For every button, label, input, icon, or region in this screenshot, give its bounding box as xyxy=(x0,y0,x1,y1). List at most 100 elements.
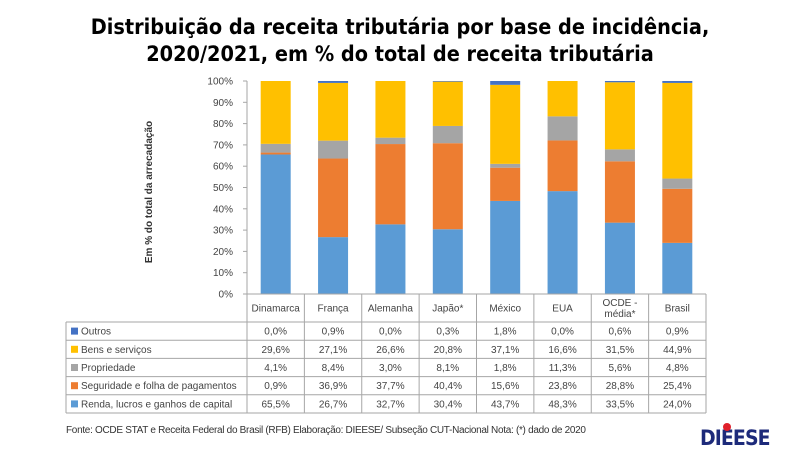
y-tick-label: 80% xyxy=(213,119,233,130)
data-label: 26,7% xyxy=(319,399,347,410)
bar-segment xyxy=(662,188,693,243)
data-label: 29,6% xyxy=(262,345,290,356)
data-label: 5,6% xyxy=(609,363,632,374)
data-label: 28,8% xyxy=(606,381,634,392)
data-table: Dinamarca França Alemanha Japão* México EUA OC… xyxy=(65,293,707,414)
data-label: 65,5% xyxy=(262,399,290,410)
bar-segment xyxy=(260,143,291,153)
data-label: 1,8% xyxy=(494,327,517,338)
legend-label: Renda, lucros e ganhos de capital xyxy=(81,399,232,410)
y-axis: 0% 10% 20% 30% 40% 50% 60% 70% 80% 90% 100% xyxy=(207,77,248,301)
category-label: EUA xyxy=(552,304,573,315)
bar-segment xyxy=(375,137,406,145)
category-label: Brasil xyxy=(665,304,690,315)
bar-segment xyxy=(432,125,463,144)
y-tick-label: 20% xyxy=(213,247,233,258)
bar-segment xyxy=(604,82,635,150)
category-label: França xyxy=(318,304,350,315)
legend-label: Propriedade xyxy=(81,363,136,374)
data-label: 0,0% xyxy=(551,327,574,338)
bar-segment xyxy=(490,200,521,294)
category-label: média* xyxy=(604,309,635,320)
data-label: 20,8% xyxy=(434,345,462,356)
bar-segment xyxy=(375,144,406,225)
bar-segment xyxy=(490,84,521,164)
bar-segment xyxy=(318,140,349,159)
data-label: 43,7% xyxy=(491,399,519,410)
y-tick-label: 30% xyxy=(213,226,233,237)
bar-segment xyxy=(432,229,463,294)
bar-segment xyxy=(260,81,291,144)
y-tick-label: 90% xyxy=(213,98,233,109)
y-tick-label: 10% xyxy=(213,268,233,279)
logo-text: DIEESE xyxy=(700,426,771,450)
bar-segment xyxy=(604,222,635,294)
y-tick-label: 40% xyxy=(213,204,233,215)
bar-segment xyxy=(547,140,578,192)
bar-segment xyxy=(490,163,521,168)
y-axis-label: Em % do total da arrecadação xyxy=(144,121,155,263)
data-label: 4,1% xyxy=(264,363,287,374)
bar-segment xyxy=(318,81,349,83)
data-label: 8,4% xyxy=(322,363,345,374)
data-label: 0,9% xyxy=(322,327,345,338)
data-label: 26,6% xyxy=(376,345,404,356)
bar-segment xyxy=(375,224,406,294)
y-tick-label: 60% xyxy=(213,162,233,173)
y-tick-label: 0% xyxy=(219,290,234,301)
logo-dot-icon xyxy=(723,423,731,431)
category-label: Alemanha xyxy=(368,304,413,315)
data-label: 4,8% xyxy=(666,363,689,374)
data-label: 36,9% xyxy=(319,381,347,392)
chart-title: Distribuição da receita tributária por b… xyxy=(32,14,768,68)
data-label: 27,1% xyxy=(319,345,347,356)
data-label: 3,0% xyxy=(379,363,402,374)
data-label: 16,6% xyxy=(548,345,576,356)
data-label: 0,0% xyxy=(379,327,402,338)
data-label: 1,8% xyxy=(494,363,517,374)
legend-label: Seguridade e folha de pagamentos xyxy=(81,381,237,392)
data-label: 48,3% xyxy=(548,399,576,410)
category-label: Japão* xyxy=(432,304,463,315)
data-label: 32,7% xyxy=(376,399,404,410)
bar-segment xyxy=(318,237,349,294)
bar-segment xyxy=(375,81,406,138)
dieese-logo: DIEESE xyxy=(700,423,792,450)
bar-segment xyxy=(432,143,463,230)
category-label: Dinamarca xyxy=(252,304,301,315)
data-label: 23,8% xyxy=(548,381,576,392)
legend-swatch-icon xyxy=(71,400,78,408)
y-tick-label: 100% xyxy=(207,77,233,88)
bar-segment xyxy=(547,116,578,141)
legend-swatch-icon xyxy=(71,382,78,390)
legend-label: Outros xyxy=(81,327,111,338)
chart-title-line-2: 2020/2021, em % do total de receita trib… xyxy=(146,42,654,66)
y-tick-label: 70% xyxy=(213,140,233,151)
bar-segment xyxy=(604,149,635,162)
data-label: 40,4% xyxy=(434,381,462,392)
chart-title-line-1: Distribuição da receita tributária por b… xyxy=(90,15,710,39)
bars xyxy=(260,81,693,294)
bar-segment xyxy=(432,81,463,82)
data-label: 37,7% xyxy=(376,381,404,392)
legend-swatch-icon xyxy=(71,364,78,371)
bar-segment xyxy=(547,81,578,117)
data-label: 0,3% xyxy=(436,327,459,338)
data-label: 15,6% xyxy=(491,381,519,392)
data-label: 0,6% xyxy=(609,327,632,338)
data-label: 24,0% xyxy=(663,399,691,410)
data-label: 44,9% xyxy=(663,345,691,356)
source-note: Fonte: OCDE STAT e Receita Federal do Br… xyxy=(66,425,586,436)
bar-segment xyxy=(432,81,463,126)
bar-segment xyxy=(662,178,693,189)
bar-segment xyxy=(662,82,693,179)
bar-segment xyxy=(662,81,693,83)
bar-segment xyxy=(490,167,521,201)
category-label: México xyxy=(489,304,521,315)
category-label: OCDE - xyxy=(602,298,637,309)
bar-segment xyxy=(318,158,349,238)
bar-segment xyxy=(604,81,635,83)
bar-segment xyxy=(604,161,635,223)
data-label: 8,1% xyxy=(436,363,459,374)
